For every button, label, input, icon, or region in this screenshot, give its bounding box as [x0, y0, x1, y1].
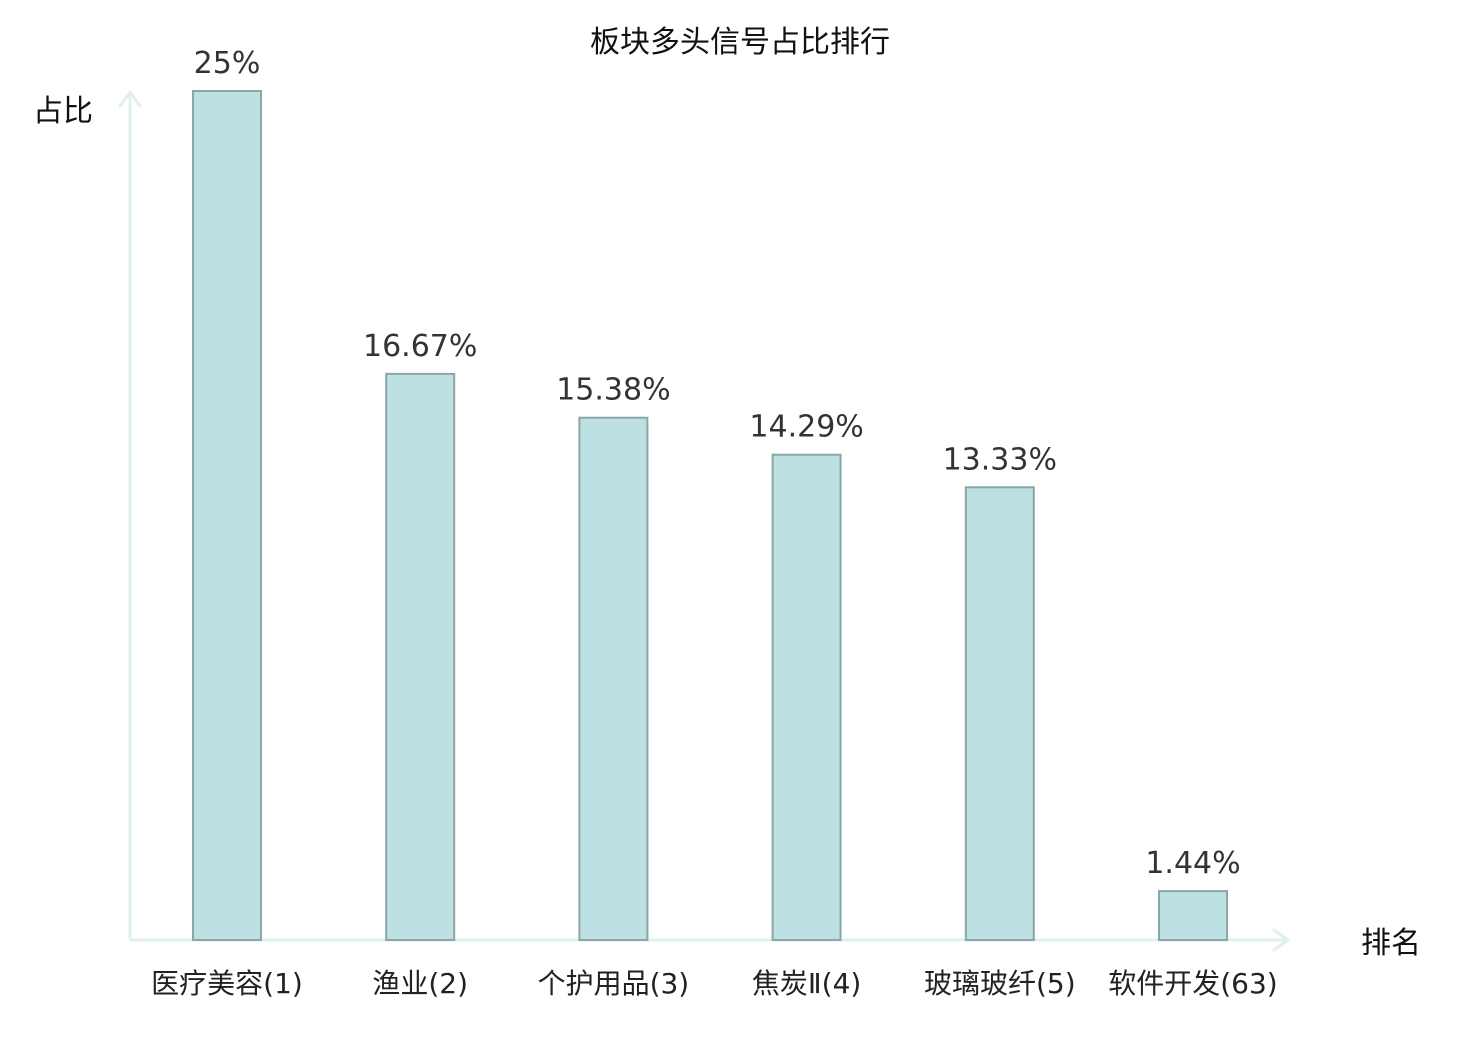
- category-label: 渔业(2): [372, 967, 468, 1000]
- data-label: 1.44%: [1145, 846, 1240, 881]
- bar: [578, 416, 649, 941]
- category-label-group: 医疗美容(1) 渔业(2) 个护用品(3) 焦炭Ⅱ(4) 玻璃玻纤(5) 软件开发(63): [151, 967, 1278, 1000]
- category-label: 焦炭Ⅱ(4): [752, 967, 861, 1000]
- chart-title: 板块多头信号占比排行: [590, 25, 890, 60]
- data-label: 16.67%: [363, 329, 477, 364]
- bar: [192, 90, 262, 941]
- bar: [385, 372, 456, 941]
- bar: [771, 453, 842, 941]
- data-label: 15.38%: [556, 373, 670, 408]
- x-axis-arrow: [1272, 928, 1290, 952]
- bar: [1158, 890, 1228, 941]
- x-axis-title: 排名: [1361, 926, 1421, 961]
- category-label: 玻璃玻纤(5): [924, 967, 1076, 1000]
- data-label: 14.29%: [749, 410, 863, 445]
- category-label: 医疗美容(1): [151, 967, 303, 1000]
- bar: [964, 486, 1035, 941]
- bar-group: [192, 90, 1228, 941]
- category-label: 软件开发(63): [1108, 967, 1277, 1000]
- data-label: 13.33%: [943, 442, 1057, 477]
- category-label: 个护用品(3): [538, 967, 690, 1000]
- y-axis-title: 占比: [33, 94, 93, 129]
- y-axis-arrow: [118, 90, 142, 108]
- data-label: 25%: [194, 46, 261, 81]
- value-label-group: 25% 16.67% 15.38% 14.29% 13.33% 1.44%: [194, 46, 1241, 881]
